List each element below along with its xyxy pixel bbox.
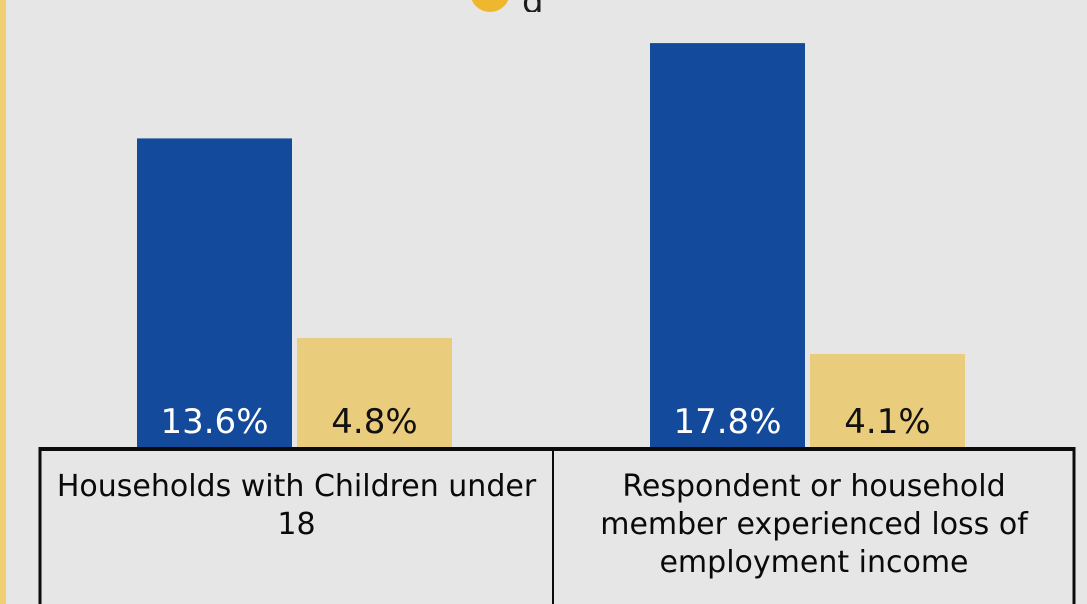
category-label-0: Households with Children under 18 [56,469,537,542]
value-label-series-0-cat-0: 13.6% [160,402,268,442]
category-label-1: Respondent or household member experienc… [600,469,1028,580]
category-cell-0: Households with Children under 18 [40,458,553,604]
value-label-series-0-cat-1: 17.8% [673,402,781,442]
value-label-series-1-cat-1: 4.1% [844,402,930,442]
category-cell-1: Respondent or household member experienc… [553,458,1075,604]
bar-series-0-cat-0 [137,138,292,447]
header-circle-icon [470,0,510,12]
bar-series-1-cat-1 [810,353,965,447]
left-accent-strip [0,0,6,604]
partial-title: g [522,0,582,12]
value-label-series-1-cat-0: 4.8% [331,402,417,442]
bar-series-0-cat-1 [650,43,805,448]
bar-series-1-cat-0 [297,338,452,447]
